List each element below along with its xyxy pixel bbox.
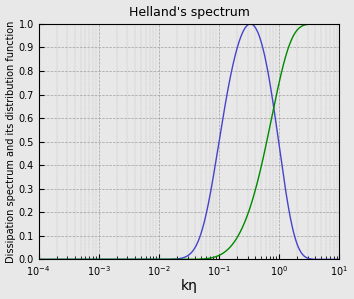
Y-axis label: Dissipation spectrum and its distribution function: Dissipation spectrum and its distributio… <box>6 20 16 263</box>
X-axis label: kη: kη <box>181 280 198 293</box>
Title: Helland's spectrum: Helland's spectrum <box>129 6 250 19</box>
